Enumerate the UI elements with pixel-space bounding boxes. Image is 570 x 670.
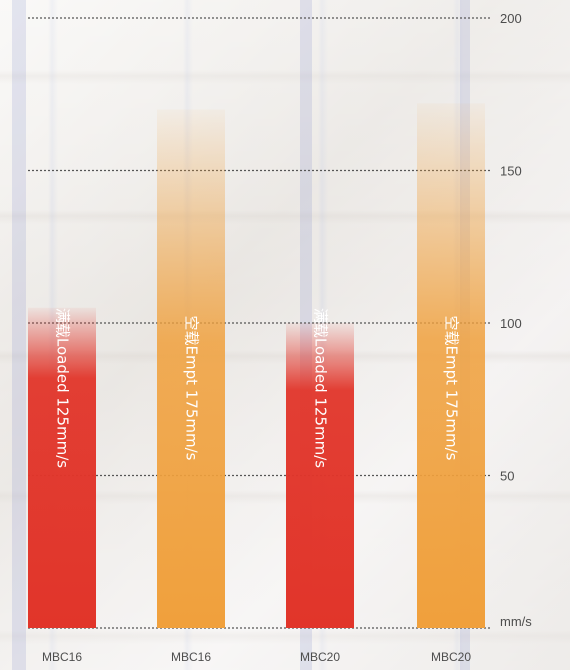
bar bbox=[417, 103, 485, 628]
bar-value-label: 空载Empt 175mm/s bbox=[443, 316, 461, 461]
y-axis-unit-label: mm/s bbox=[500, 614, 532, 629]
bar bbox=[157, 109, 225, 628]
y-axis-ticks: 50 100 150 200 bbox=[500, 11, 522, 484]
bar-labels: 满载Loaded 125mm/s 空载Empt 175mm/s 满载Loaded 1… bbox=[54, 308, 461, 468]
y-tick-label: 150 bbox=[500, 164, 522, 179]
x-category-label: MBC20 bbox=[431, 650, 471, 664]
y-tick-label: 200 bbox=[500, 11, 522, 26]
bar-value-label: 满载Loaded 125mm/s bbox=[54, 308, 72, 468]
x-category-label: MBC16 bbox=[171, 650, 211, 664]
bar bbox=[28, 307, 96, 628]
bar-value-label: 空载Empt 175mm/s bbox=[183, 316, 201, 461]
grid-lines bbox=[28, 17, 490, 629]
bar bbox=[286, 323, 354, 628]
x-category-label: MBC16 bbox=[42, 650, 82, 664]
background-rack bbox=[12, 0, 26, 670]
x-category-label: MBC20 bbox=[300, 650, 340, 664]
y-tick-label: 50 bbox=[500, 469, 514, 484]
y-tick-label: 100 bbox=[500, 316, 522, 331]
bar-value-label: 满载Loaded 125mm/s bbox=[312, 308, 330, 468]
x-axis-labels: MBC16 MBC16 MBC20 MBC20 bbox=[42, 650, 471, 664]
bars bbox=[28, 103, 485, 628]
